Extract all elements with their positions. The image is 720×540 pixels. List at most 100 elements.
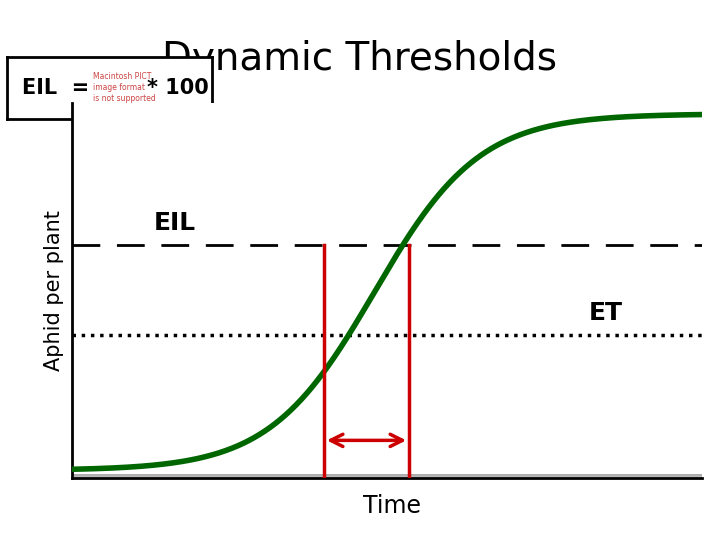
Bar [72, 475, 702, 477]
Bar [72, 475, 702, 477]
Bar [72, 476, 702, 477]
Bar [72, 475, 702, 477]
Bar [72, 475, 702, 476]
Bar [72, 476, 702, 478]
Bar [72, 476, 702, 477]
Bar [72, 475, 702, 477]
Bar [72, 475, 702, 477]
Bar [72, 475, 702, 476]
Bar [72, 476, 702, 478]
Bar [72, 475, 702, 477]
Bar [72, 475, 702, 477]
Bar [72, 475, 702, 477]
Bar [72, 474, 702, 476]
Text: University Extension: University Extension [18, 522, 140, 536]
Bar [72, 476, 702, 478]
Bar [72, 475, 702, 476]
Bar [72, 475, 702, 476]
Bar [72, 476, 702, 477]
Bar [72, 476, 702, 478]
Bar [72, 475, 702, 477]
Bar [72, 476, 702, 478]
Bar [72, 476, 702, 477]
Bar [72, 475, 702, 476]
Text: * 100: * 100 [147, 78, 209, 98]
Bar [72, 476, 702, 477]
Bar [72, 475, 702, 477]
Bar [72, 476, 702, 477]
Bar [72, 475, 702, 477]
Bar [72, 474, 702, 476]
Bar [72, 475, 702, 477]
Bar [72, 476, 702, 477]
Bar [72, 475, 702, 477]
Bar [72, 475, 702, 477]
Bar [72, 476, 702, 477]
Bar [72, 476, 702, 477]
Bar [72, 475, 702, 477]
Bar [72, 475, 702, 476]
Bar [72, 475, 702, 477]
Bar [72, 475, 702, 477]
Bar [72, 475, 702, 476]
Bar [72, 475, 702, 477]
Bar [72, 476, 702, 478]
Bar [72, 475, 702, 477]
Bar [72, 475, 702, 476]
Bar [72, 474, 702, 476]
Bar [72, 474, 702, 476]
Bar [72, 475, 702, 477]
Bar [72, 475, 702, 476]
Bar [72, 475, 702, 477]
Bar [72, 474, 702, 476]
Text: IOWA STATE UNIVERSITY: IOWA STATE UNIVERSITY [18, 503, 211, 517]
Bar [72, 475, 702, 477]
Bar [72, 474, 702, 476]
Bar [72, 475, 702, 477]
Bar [72, 476, 702, 477]
Bar [72, 474, 702, 476]
Bar [72, 475, 702, 477]
Bar [72, 476, 702, 477]
Bar [72, 476, 702, 478]
Bar [72, 476, 702, 477]
Bar [72, 475, 702, 477]
Bar [72, 474, 702, 476]
Bar [72, 475, 702, 477]
Bar [72, 475, 702, 477]
Bar [72, 474, 702, 476]
Bar [72, 475, 702, 477]
Bar [72, 475, 702, 477]
Bar [72, 475, 702, 477]
Bar [72, 474, 702, 476]
Bar [72, 474, 702, 476]
Bar [72, 476, 702, 477]
Bar [72, 476, 702, 478]
Bar [72, 475, 702, 477]
Bar [72, 475, 702, 477]
Bar [72, 475, 702, 476]
Bar [72, 475, 702, 477]
Text: ET: ET [589, 301, 623, 325]
Bar [72, 475, 702, 477]
Bar [72, 476, 702, 478]
Bar [72, 475, 702, 476]
Text: EIL: EIL [154, 211, 196, 235]
Bar [72, 475, 702, 477]
Bar [72, 475, 702, 477]
Bar [72, 475, 702, 476]
Bar [72, 475, 702, 477]
Bar [72, 475, 702, 477]
Bar [72, 476, 702, 478]
Bar [72, 475, 702, 476]
Bar [72, 474, 702, 476]
Bar [72, 475, 702, 477]
Bar [72, 475, 702, 477]
Bar [72, 474, 702, 476]
Bar [72, 475, 702, 476]
Bar [72, 475, 702, 476]
Bar [72, 475, 702, 477]
Text: Time: Time [364, 494, 421, 518]
Bar [72, 475, 702, 477]
Bar [72, 475, 702, 476]
